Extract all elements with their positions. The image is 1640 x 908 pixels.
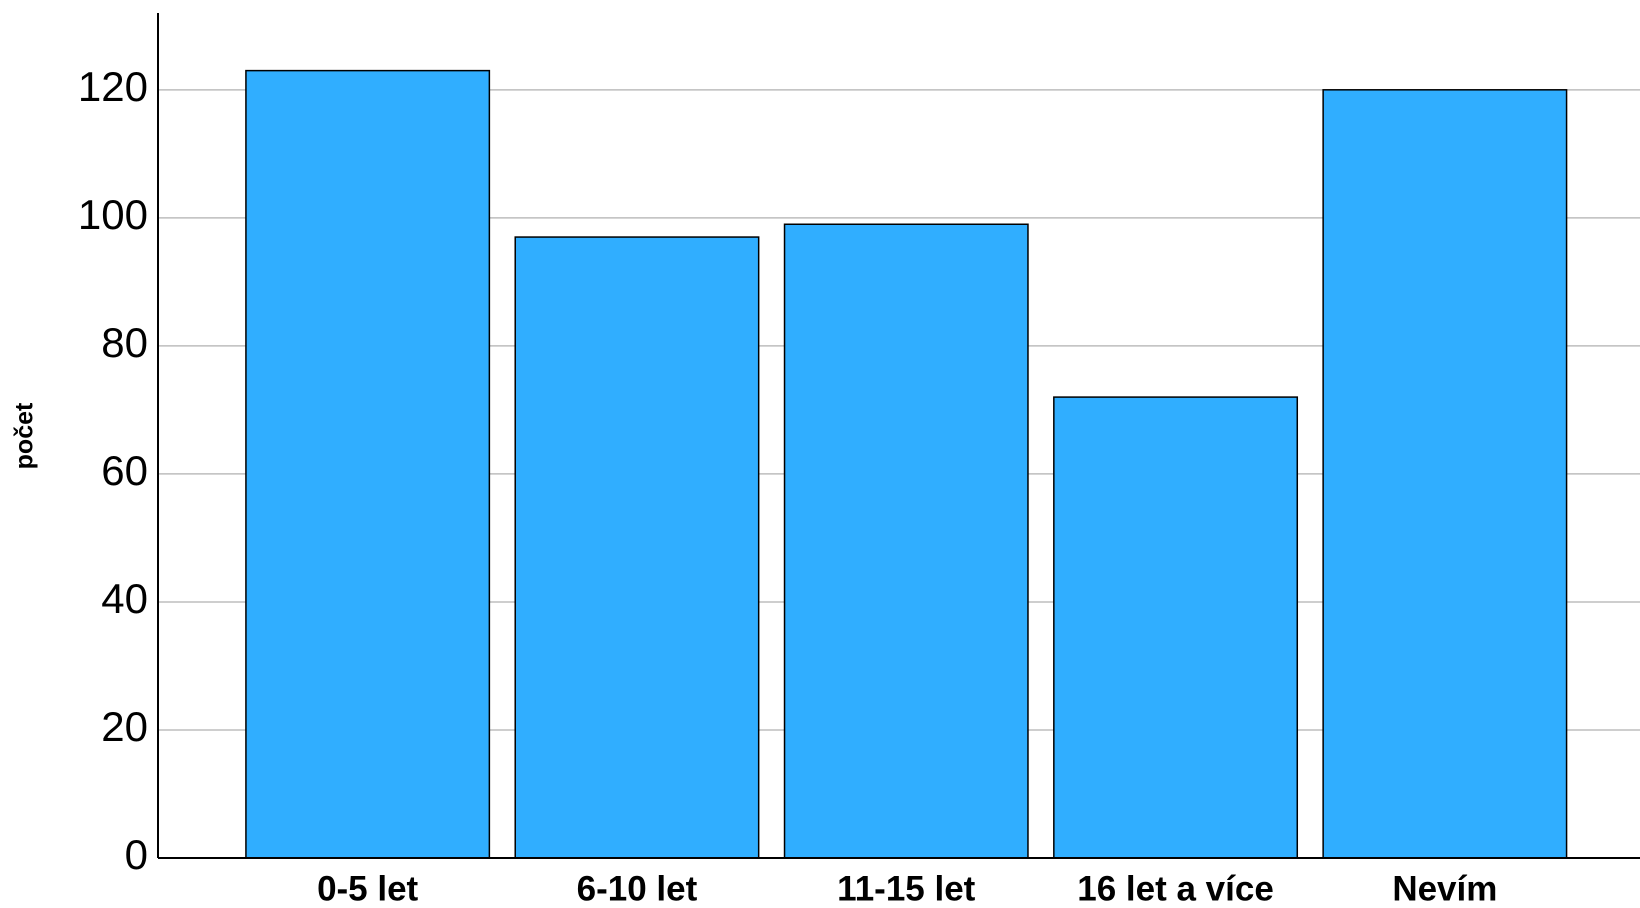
y-tick-label: 60 xyxy=(101,447,148,494)
bar xyxy=(514,236,760,859)
x-tick-label: Nevím xyxy=(1392,869,1497,908)
x-tick-label: 6-10 let xyxy=(577,869,698,908)
y-tick-label: 20 xyxy=(101,703,148,750)
y-axis-label: počet xyxy=(11,402,39,469)
bar xyxy=(783,223,1029,859)
bar xyxy=(1322,89,1568,859)
y-tick-label: 0 xyxy=(125,831,148,878)
x-tick-label: 11-15 let xyxy=(837,869,975,908)
bar xyxy=(1053,396,1299,859)
y-tick-label: 40 xyxy=(101,575,148,622)
bar xyxy=(245,69,491,859)
y-tick-label: 120 xyxy=(78,63,148,110)
x-tick-label: 0-5 let xyxy=(317,869,418,908)
y-tick-label: 80 xyxy=(101,319,148,366)
y-tick-label: 100 xyxy=(78,191,148,238)
x-tick-label: 16 let a více xyxy=(1077,869,1274,908)
